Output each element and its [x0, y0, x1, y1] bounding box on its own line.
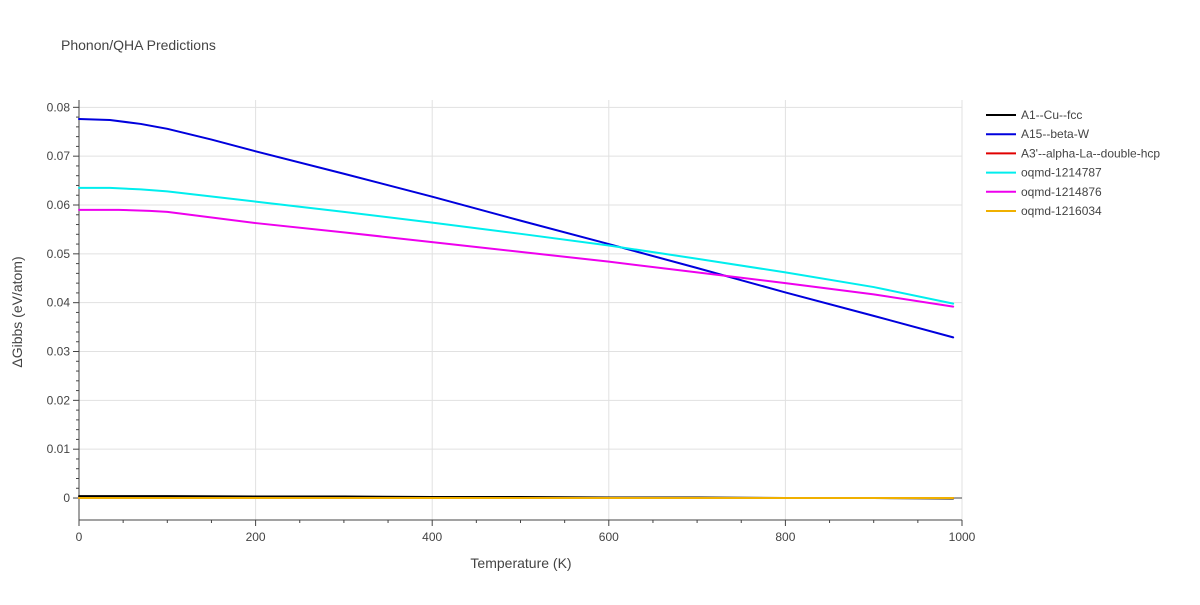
y-tick-label: 0.03: [47, 345, 71, 359]
series-line-A15--beta-W[interactable]: [78, 118, 955, 339]
legend[interactable]: A1--Cu--fcc A15--beta-W A3'--alpha-La--dou…: [986, 108, 1160, 218]
series-line-oqmd-1214876[interactable]: [78, 208, 955, 308]
legend-label: oqmd-1214787: [1021, 166, 1102, 180]
axis-layer: 0 200 400 600 800 1000 0 0.01 0.02 0.03 0.04 0.05 0.…: [47, 100, 976, 544]
legend-label: A3'--alpha-La--double-hcp: [1021, 146, 1160, 160]
x-tick-label: 600: [599, 530, 619, 544]
legend-item[interactable]: A15--beta-W: [986, 127, 1090, 141]
y-tick-label: 0: [63, 491, 70, 505]
y-axis-title: ΔGibbs (eV/atom): [9, 256, 25, 367]
legend-label: A1--Cu--fcc: [1021, 108, 1082, 122]
y-tick-label: 0.02: [47, 393, 71, 407]
y-tick-label: 0.08: [47, 100, 71, 114]
x-tick-label: 0: [76, 530, 83, 544]
x-tick-label: 800: [775, 530, 795, 544]
legend-item[interactable]: oqmd-1216034: [986, 204, 1102, 218]
y-tick-label: 0.05: [47, 247, 71, 261]
grid-layer: [79, 100, 963, 520]
legend-item[interactable]: A3'--alpha-La--double-hcp: [986, 146, 1160, 160]
legend-item[interactable]: oqmd-1214876: [986, 185, 1102, 199]
legend-label: A15--beta-W: [1021, 127, 1090, 141]
series-line-oqmd-1214787[interactable]: [78, 186, 955, 305]
x-tick-label: 1000: [949, 530, 976, 544]
legend-item[interactable]: A1--Cu--fcc: [986, 108, 1082, 122]
chart-title: Phonon/QHA Predictions: [61, 37, 216, 53]
legend-item[interactable]: oqmd-1214787: [986, 166, 1102, 180]
y-tick-label: 0.06: [47, 198, 71, 212]
x-axis-title: Temperature (K): [470, 555, 571, 571]
legend-label: oqmd-1214876: [1021, 185, 1102, 199]
legend-label: oqmd-1216034: [1021, 204, 1102, 218]
x-tick-label: 400: [422, 530, 442, 544]
series-layer: [78, 118, 955, 500]
y-tick-label: 0.01: [47, 442, 71, 456]
y-tick-label: 0.04: [47, 296, 71, 310]
x-tick-label: 200: [246, 530, 266, 544]
y-tick-label: 0.07: [47, 149, 71, 163]
